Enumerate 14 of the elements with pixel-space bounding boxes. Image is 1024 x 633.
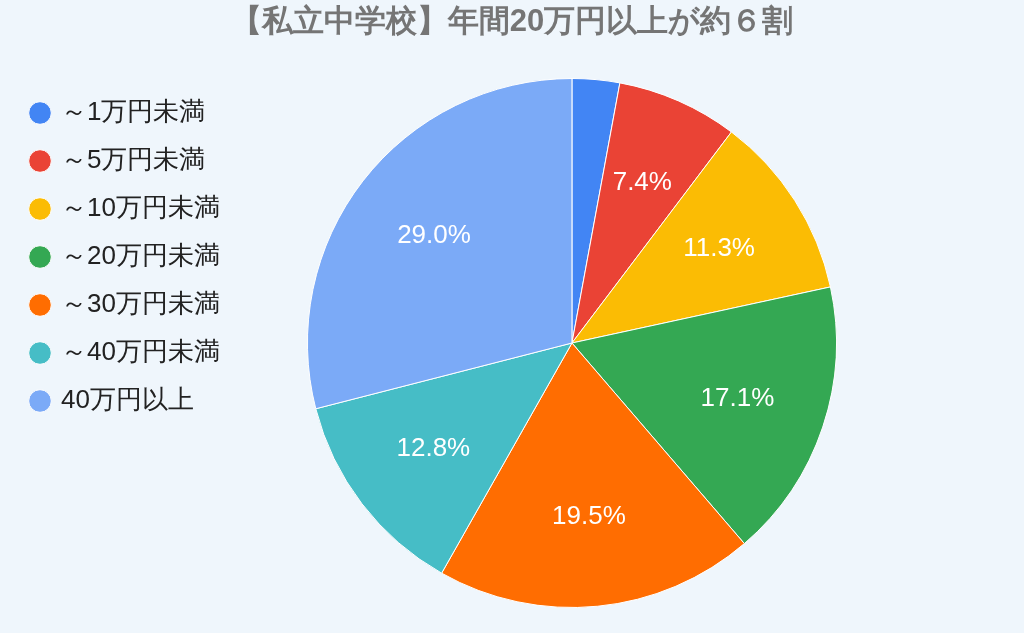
legend-label: ～1万円未満 bbox=[61, 96, 206, 127]
data-label: 11.3% bbox=[683, 232, 755, 263]
legend-label: ～30万円未満 bbox=[61, 288, 220, 319]
legend-label: 40万円以上 bbox=[61, 384, 194, 415]
legend-label: ～40万円未満 bbox=[61, 336, 220, 367]
chart-title: 【私立中学校】年間20万円以上が約６割 bbox=[229, 2, 795, 40]
data-label: 29.0% bbox=[397, 219, 471, 250]
data-label: 17.1% bbox=[700, 381, 775, 412]
data-label: 7.4% bbox=[612, 166, 672, 197]
data-label: 19.5% bbox=[552, 499, 626, 530]
legend-label: ～5万円未満 bbox=[61, 144, 206, 175]
data-label: 12.8% bbox=[396, 432, 471, 463]
legend-label: ～20万円未満 bbox=[61, 240, 220, 271]
legend-label: ～10万円未満 bbox=[61, 192, 220, 223]
